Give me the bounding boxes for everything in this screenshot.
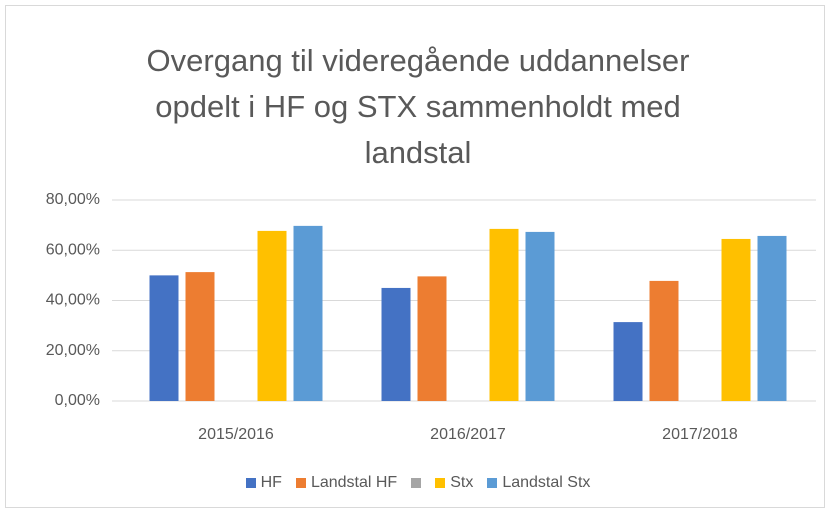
- bar: [721, 238, 751, 401]
- legend-swatch: [411, 478, 422, 488]
- legend-item: Stx: [435, 474, 473, 492]
- legend-label: Stx: [450, 474, 474, 491]
- legend: HF Landstal HF Stx Landstal Stx: [0, 474, 836, 492]
- x-tick-label: 2017/2018: [662, 426, 738, 443]
- bar: [649, 280, 679, 401]
- x-tick-label: 2015/2016: [198, 426, 274, 443]
- chart-title: Overgang til videregående uddannelser op…: [146, 43, 690, 170]
- legend-label: Landstal HF: [310, 474, 398, 491]
- legend-swatch: [295, 478, 306, 488]
- y-tick-label: 40,00%: [46, 292, 100, 309]
- bar: [489, 228, 519, 401]
- legend-label: Landstal Stx: [502, 474, 591, 491]
- bar: [185, 272, 215, 401]
- legend-label: HF: [260, 474, 282, 491]
- legend-swatch: [435, 478, 446, 488]
- legend-swatch: [487, 478, 498, 488]
- bar: [757, 235, 787, 401]
- y-tick-label: 0,00%: [55, 392, 100, 409]
- bar: [149, 275, 179, 401]
- legend-item: Landstal Stx: [487, 474, 590, 492]
- bar: [525, 231, 555, 401]
- bar: [613, 322, 643, 401]
- y-tick-label: 80,00%: [46, 191, 100, 208]
- legend-item: HF: [245, 474, 282, 492]
- bar: [257, 230, 287, 401]
- bar: [381, 287, 411, 401]
- x-tick-label: 2016/2017: [430, 426, 506, 443]
- y-tick-label: 60,00%: [46, 241, 100, 258]
- legend-item: [411, 474, 422, 492]
- bar: [417, 276, 447, 401]
- legend-swatch: [245, 478, 256, 488]
- bar: [293, 225, 323, 401]
- legend-item: Landstal HF: [295, 474, 398, 492]
- y-tick-label: 20,00%: [46, 342, 100, 359]
- chart-border: [5, 5, 825, 508]
